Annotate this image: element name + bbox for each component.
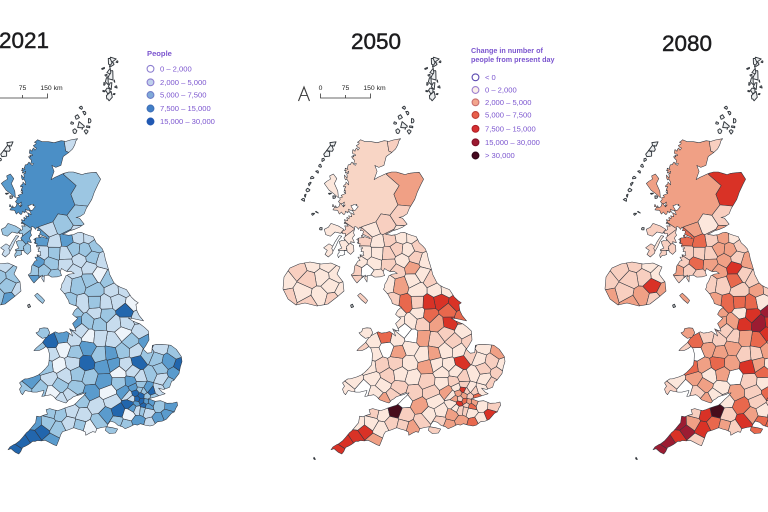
- svg-text:Change in number of: Change in number of: [471, 46, 543, 55]
- svg-text:2,000 – 5,000: 2,000 – 5,000: [160, 78, 206, 87]
- svg-text:75: 75: [342, 85, 350, 92]
- svg-text:5,000 – 7,500: 5,000 – 7,500: [485, 111, 531, 120]
- svg-text:people from present day: people from present day: [471, 55, 554, 64]
- svg-text:2021: 2021: [0, 28, 49, 53]
- svg-text:150 km: 150 km: [363, 85, 386, 92]
- svg-text:2,000 – 5,000: 2,000 – 5,000: [485, 98, 531, 107]
- svg-text:15,000 – 30,000: 15,000 – 30,000: [485, 138, 540, 147]
- svg-text:0 – 2,000: 0 – 2,000: [485, 86, 517, 95]
- svg-text:0 – 2,000: 0 – 2,000: [160, 64, 192, 73]
- svg-text:2080: 2080: [662, 31, 712, 56]
- svg-text:> 30,000: > 30,000: [485, 151, 515, 160]
- svg-text:< 0: < 0: [485, 73, 496, 82]
- svg-text:7,500 – 15,000: 7,500 – 15,000: [160, 104, 211, 113]
- svg-text:150 km: 150 km: [40, 85, 63, 92]
- svg-text:0: 0: [319, 85, 323, 92]
- svg-text:5,000 – 7,500: 5,000 – 7,500: [160, 91, 206, 100]
- svg-text:7,500 – 15,000: 7,500 – 15,000: [485, 124, 536, 133]
- svg-text:2050: 2050: [351, 29, 401, 54]
- svg-text:15,000 – 30,000: 15,000 – 30,000: [160, 117, 215, 126]
- svg-text:People: People: [147, 49, 172, 58]
- svg-text:75: 75: [19, 85, 27, 92]
